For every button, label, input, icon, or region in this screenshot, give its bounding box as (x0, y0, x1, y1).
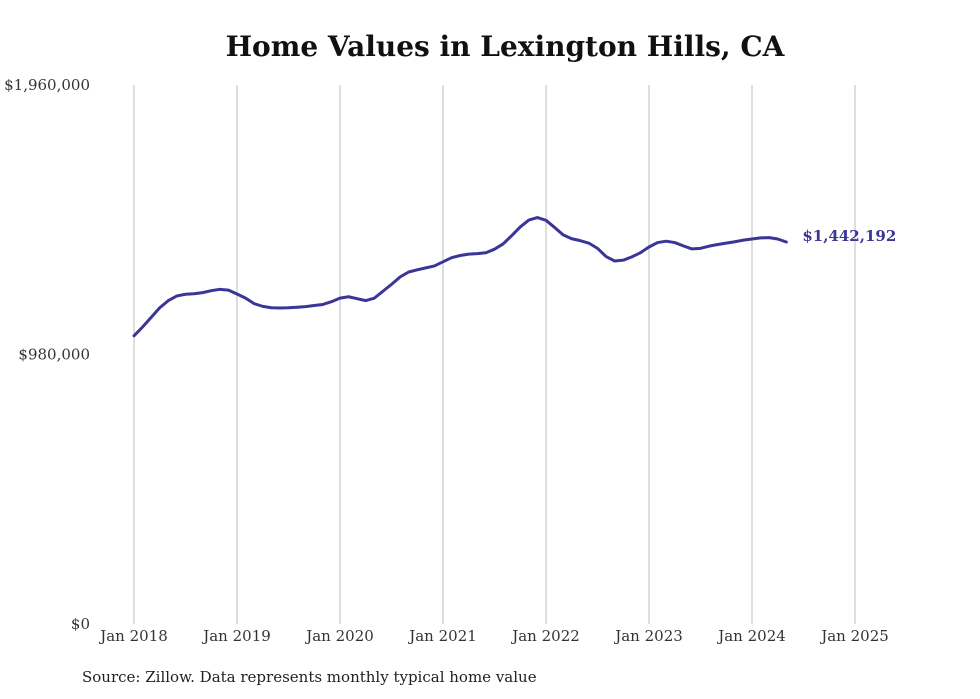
x-tick-label: Jan 2025 (819, 627, 889, 645)
x-tick-label: Jan 2023 (613, 627, 683, 645)
x-tick-label: Jan 2022 (510, 627, 580, 645)
end-value-label-group: $1,442,192 (802, 227, 896, 245)
series-group (132, 216, 788, 338)
x-axis-ticks: Jan 2018 Jan 2019 Jan 2020 Jan 2021 Jan 2022… (98, 627, 889, 645)
chart-title: Home Values in Lexington Hills, CA (225, 30, 785, 63)
y-axis-ticks: $0 $980,000 $1,960,000 (4, 76, 90, 633)
y-tick-label: $980,000 (18, 346, 90, 364)
y-tick-label: $0 (71, 615, 90, 633)
x-tick-label: Jan 2021 (407, 627, 477, 645)
grid-lines (133, 85, 856, 624)
source-note: Source: Zillow. Data represents monthly … (82, 668, 537, 686)
x-tick-label: Jan 2019 (201, 627, 271, 645)
x-tick-label: Jan 2020 (304, 627, 374, 645)
series-line (132, 216, 788, 338)
y-tick-label: $1,960,000 (4, 76, 90, 94)
x-tick-label: Jan 2018 (98, 627, 168, 645)
end-value-label: $1,442,192 (802, 227, 896, 245)
x-tick-label: Jan 2024 (716, 627, 786, 645)
